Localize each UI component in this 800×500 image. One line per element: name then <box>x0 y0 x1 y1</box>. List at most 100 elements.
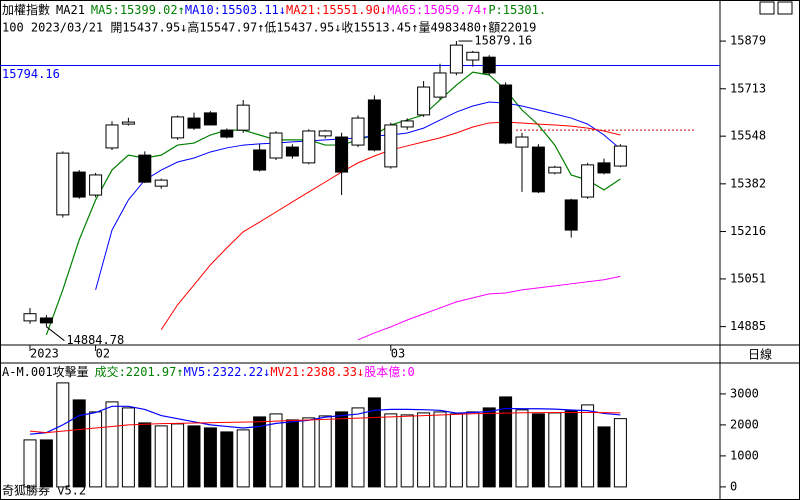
candle-body <box>236 104 250 131</box>
candle-body <box>466 51 480 61</box>
volume-bar <box>105 401 119 488</box>
volume-bar <box>302 417 316 488</box>
volume-bar <box>581 404 595 488</box>
footer: 奇狐勝券 v5.2 <box>2 483 86 498</box>
volume-bar <box>417 412 431 488</box>
chart-subtitle: MA21 <box>56 3 85 17</box>
candle-body <box>367 99 381 151</box>
volume-bar <box>138 422 152 488</box>
candle-body <box>138 154 152 183</box>
volume-ma-line <box>29 412 621 434</box>
y-tick-label: 15382 <box>730 176 766 190</box>
candle-body <box>105 124 119 149</box>
x-tick-label: 03 <box>391 347 405 361</box>
volume-bar <box>121 407 135 488</box>
y-tick-label: 15051 <box>730 271 766 285</box>
candle-body <box>154 179 168 187</box>
annotation-leader <box>46 326 65 342</box>
legend-entry: MA10:15503.11↓ <box>185 3 286 17</box>
ma-line <box>357 275 621 341</box>
y-tick-label: 15216 <box>730 224 766 238</box>
volume-bar <box>285 419 299 488</box>
y-tick-label: 0 <box>730 479 737 493</box>
volume-bar <box>23 439 37 488</box>
candle-body <box>417 86 431 116</box>
volume-bar <box>367 397 381 488</box>
candle-body <box>335 136 349 173</box>
y-tick-label: 3000 <box>730 386 759 400</box>
candle-body <box>285 146 299 157</box>
volume-bar <box>384 413 398 488</box>
y-tick-label: 14885 <box>730 319 766 333</box>
volume-bar <box>351 407 365 488</box>
volume-bar <box>220 431 234 488</box>
candle-body <box>56 152 70 216</box>
candle-body <box>351 117 365 146</box>
candle-body <box>121 121 135 125</box>
x-tick-label: 2023 <box>30 347 59 361</box>
volume-bar <box>89 411 103 488</box>
y-tick-label: 15713 <box>730 81 766 95</box>
candle-body <box>302 130 316 164</box>
volume-bar <box>187 425 201 488</box>
candle-body <box>499 84 513 144</box>
period-label: 日線 <box>748 347 772 362</box>
window-button[interactable] <box>759 1 775 15</box>
candle-body <box>203 112 217 126</box>
low-label: 14884.78 <box>66 333 124 347</box>
volume-bar <box>613 418 627 488</box>
candle-body <box>597 162 611 174</box>
indicator-header: 加權指數 MA21 MA5:15399.02↑MA10:15503.11↓MA21:… <box>2 2 546 17</box>
chart-title: A-M.001攻擊量 <box>2 364 89 379</box>
candle-body <box>384 124 398 168</box>
candle-body <box>187 117 201 129</box>
volume-bar <box>400 414 414 488</box>
candle-body <box>39 317 53 324</box>
legend-entry: MA65:15059.74↑ <box>387 3 488 17</box>
volume-bar <box>531 413 545 488</box>
candle-body <box>613 145 627 167</box>
chart-title: 加權指數 <box>2 2 50 17</box>
reference-label: 15794.16 <box>2 67 60 81</box>
candle-body <box>318 130 332 137</box>
volume-bar <box>318 415 332 488</box>
volume-bar <box>482 407 496 488</box>
candle-body <box>171 116 185 139</box>
y-tick-label: 2000 <box>730 417 759 431</box>
legend-entry: MA5:15399.02↑ <box>91 3 185 17</box>
volume-bar <box>39 439 53 488</box>
volume-bar <box>499 396 513 488</box>
legend-entry: MV5:2322.22↓ <box>184 365 271 379</box>
y-tick-label: 15548 <box>730 129 766 143</box>
indicator-value: 股本億:0 <box>364 365 414 379</box>
candle-body <box>433 72 447 98</box>
volume-bar <box>564 410 578 488</box>
candle-body <box>581 164 595 198</box>
indicator-value: P:15301. <box>488 3 546 17</box>
volume-bar <box>335 411 349 488</box>
volume-bar <box>171 423 185 488</box>
high-label: 15879.16 <box>474 34 532 48</box>
volume-bar <box>466 411 480 488</box>
window-button[interactable] <box>777 1 793 15</box>
candle-body <box>400 120 414 128</box>
volume-bar <box>72 399 86 488</box>
candle-body <box>220 129 234 138</box>
volume-bar <box>253 416 267 488</box>
volume-bar <box>433 411 447 488</box>
candle-body <box>515 136 529 148</box>
y-tick-label: 1000 <box>730 448 759 462</box>
volume-ma-line <box>29 405 621 435</box>
candle-body <box>449 44 463 74</box>
volume-bar <box>449 413 463 488</box>
candle-body <box>89 174 103 196</box>
candle-body <box>564 199 578 231</box>
candle-body <box>548 166 562 174</box>
volume-bar <box>269 413 283 488</box>
y-tick-label: 15879 <box>730 34 766 48</box>
candle-body <box>269 132 283 159</box>
x-tick-label: 02 <box>96 347 110 361</box>
